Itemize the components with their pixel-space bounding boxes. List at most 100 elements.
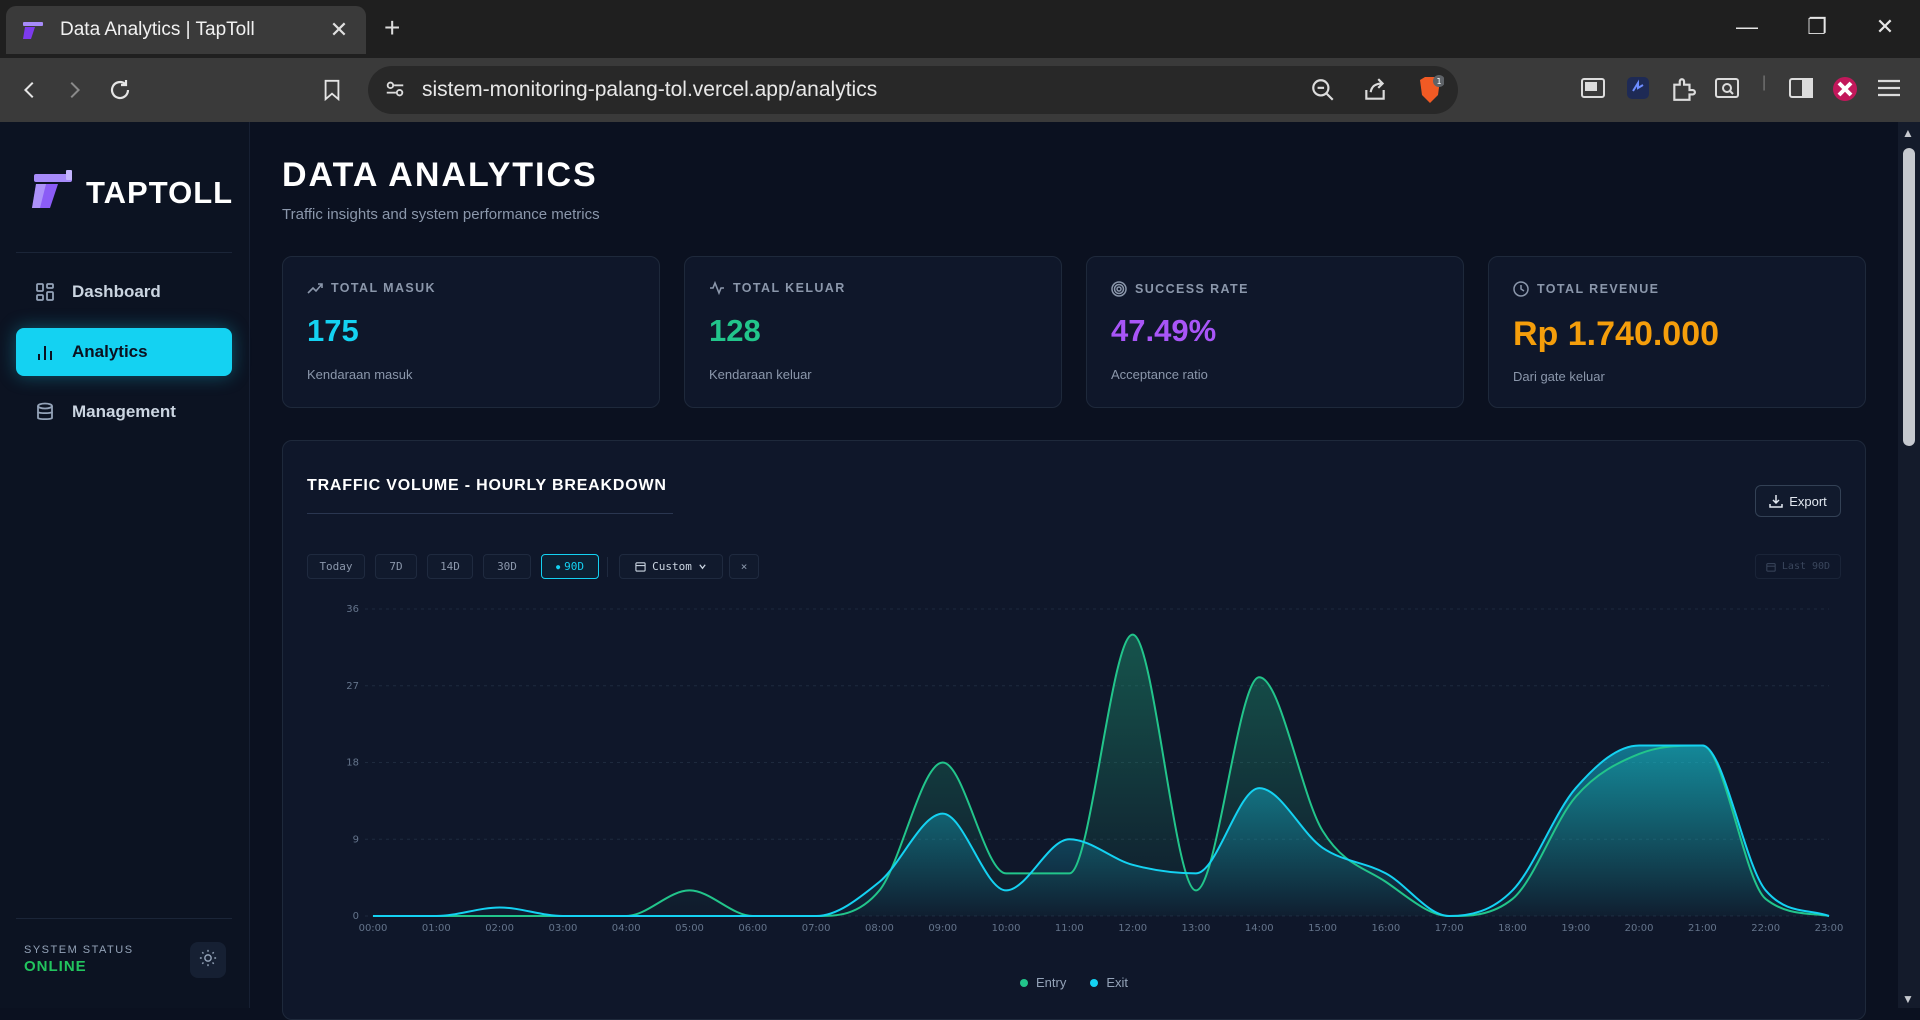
page-scrollbar[interactable]: ▲ ▼ bbox=[1898, 122, 1920, 1008]
x-tick-label: 15:00 bbox=[1308, 923, 1337, 934]
puzzle-icon[interactable] bbox=[1670, 76, 1696, 107]
x-tick-label: 02:00 bbox=[485, 923, 514, 934]
range-14d-button[interactable]: 14D bbox=[427, 554, 473, 579]
x-tick-label: 21:00 bbox=[1688, 923, 1717, 934]
grid-icon bbox=[34, 281, 56, 303]
x-tick-label: 07:00 bbox=[802, 923, 831, 934]
series-area-entry bbox=[373, 634, 1829, 916]
database-icon bbox=[34, 401, 56, 423]
stat-label: TOTAL KELUAR bbox=[709, 281, 846, 295]
theme-toggle-button[interactable] bbox=[190, 942, 226, 978]
bar-chart-icon bbox=[34, 341, 56, 363]
x-tick-label: 01:00 bbox=[422, 923, 451, 934]
stat-value: 128 bbox=[709, 313, 761, 348]
x-tick-label: 22:00 bbox=[1751, 923, 1780, 934]
x-tick-label: 08:00 bbox=[865, 923, 894, 934]
tab-close-icon[interactable]: ✕ bbox=[329, 17, 349, 42]
browser-tab-strip: Data Analytics | TapToll ✕ + — ❐ ✕ bbox=[0, 0, 1920, 58]
range-7d-button[interactable]: 7D bbox=[375, 554, 417, 579]
chart-legend: Entry Exit bbox=[283, 975, 1865, 990]
traffic-area-chart[interactable]: 0 9 18 27 36 00:00 01:00 02:00 03:00 04:00 05:00 06… bbox=[283, 591, 1867, 971]
back-icon[interactable] bbox=[12, 72, 48, 108]
app-root: TAPTOLL Dashboard Analytics Management S… bbox=[0, 122, 1898, 1020]
x-tick-label: 13:00 bbox=[1182, 923, 1211, 934]
legend-item-entry[interactable]: Entry bbox=[1019, 975, 1066, 990]
x-tick-label: 17:00 bbox=[1435, 923, 1464, 934]
reload-icon[interactable] bbox=[102, 72, 138, 108]
range-90d-button[interactable]: ● 90D bbox=[541, 554, 599, 579]
svg-text:1: 1 bbox=[1436, 77, 1441, 86]
sidebar: TAPTOLL Dashboard Analytics Management S… bbox=[0, 122, 250, 1008]
forward-icon[interactable] bbox=[56, 72, 92, 108]
url-text[interactable]: sistem-monitoring-palang-tol.vercel.app/… bbox=[422, 78, 878, 101]
x-tick-label: 05:00 bbox=[675, 923, 704, 934]
range-30d-button[interactable]: 30D bbox=[483, 554, 531, 579]
bookmark-icon[interactable] bbox=[314, 72, 350, 108]
sidebar-toggle-icon[interactable] bbox=[1788, 76, 1814, 105]
taptoll-favicon-icon bbox=[20, 17, 46, 43]
brave-shield-icon[interactable]: 1 bbox=[1416, 75, 1445, 110]
media-icon[interactable] bbox=[1580, 76, 1606, 105]
browser-tab[interactable]: Data Analytics | TapToll ✕ bbox=[6, 6, 366, 54]
clear-range-button[interactable]: × bbox=[729, 554, 759, 579]
window-close-icon[interactable]: ✕ bbox=[1875, 14, 1895, 39]
restore-icon[interactable]: ❐ bbox=[1807, 14, 1827, 39]
scroll-up-icon[interactable]: ▲ bbox=[1902, 126, 1914, 140]
logo-text: TAPTOLL bbox=[86, 174, 234, 210]
scroll-down-icon[interactable]: ▼ bbox=[1902, 992, 1914, 1006]
target-icon bbox=[1111, 281, 1127, 297]
x-tick-label: 00:00 bbox=[359, 923, 388, 934]
chevron-down-icon bbox=[699, 564, 706, 570]
sidebar-item-analytics[interactable]: Analytics bbox=[16, 328, 232, 376]
custom-range-dropdown[interactable]: Custom bbox=[619, 554, 723, 579]
new-tab-icon[interactable]: + bbox=[384, 12, 401, 43]
logo[interactable]: TAPTOLL bbox=[28, 168, 233, 217]
sidebar-item-dashboard[interactable]: Dashboard bbox=[16, 268, 232, 316]
stat-label: TOTAL MASUK bbox=[307, 281, 436, 295]
sidebar-item-label: Dashboard bbox=[72, 282, 161, 301]
activity-icon bbox=[710, 281, 724, 295]
last-range-badge: Last 90D bbox=[1755, 554, 1841, 579]
y-tick-label: 27 bbox=[346, 681, 359, 692]
series-line-exit[interactable] bbox=[372, 744, 1830, 918]
tab-title: Data Analytics | TapToll bbox=[60, 19, 255, 40]
extension-icon[interactable] bbox=[1626, 76, 1650, 105]
system-status-value: ONLINE bbox=[24, 958, 87, 975]
zoom-icon[interactable] bbox=[1310, 77, 1336, 108]
calendar-icon bbox=[1766, 562, 1776, 572]
legend-dot-icon bbox=[1090, 978, 1099, 987]
menu-icon[interactable] bbox=[1876, 76, 1902, 105]
y-tick-label: 36 bbox=[346, 604, 359, 615]
scroll-thumb[interactable] bbox=[1903, 148, 1915, 446]
stat-subtext: Dari gate keluar bbox=[1513, 369, 1605, 384]
sidebar-item-management[interactable]: Management bbox=[16, 388, 232, 436]
share-icon[interactable] bbox=[1362, 77, 1388, 108]
x-tick-label: 14:00 bbox=[1245, 923, 1274, 934]
stat-card-total-masuk: TOTAL MASUK 175 Kendaraan masuk bbox=[282, 256, 660, 408]
site-settings-icon[interactable] bbox=[384, 78, 406, 105]
y-tick-label: 18 bbox=[346, 758, 359, 769]
address-bar[interactable]: sistem-monitoring-palang-tol.vercel.app/… bbox=[368, 66, 1458, 114]
stat-label: TOTAL REVENUE bbox=[1513, 281, 1659, 297]
browser-toolbar: sistem-monitoring-palang-tol.vercel.app/… bbox=[0, 58, 1920, 122]
x-tick-label: 19:00 bbox=[1561, 923, 1590, 934]
sidebar-item-label: Analytics bbox=[72, 342, 148, 361]
stat-card-success-rate: SUCCESS RATE 47.49% Acceptance ratio bbox=[1086, 256, 1464, 408]
reader-icon[interactable] bbox=[1714, 76, 1740, 105]
x-tick-label: 04:00 bbox=[612, 923, 641, 934]
calendar-icon bbox=[635, 562, 646, 572]
series-line-entry[interactable] bbox=[372, 633, 1830, 918]
page-title: DATA ANALYTICS bbox=[282, 156, 598, 194]
taptoll-logo-icon bbox=[28, 168, 76, 217]
x-tick-label: 10:00 bbox=[992, 923, 1021, 934]
x-tick-label: 03:00 bbox=[548, 923, 577, 934]
export-button[interactable]: Export bbox=[1755, 485, 1841, 517]
range-today-button[interactable]: Today bbox=[307, 554, 365, 579]
active-dot-icon: ● bbox=[555, 562, 561, 571]
profile-avatar-icon[interactable] bbox=[1832, 76, 1858, 107]
stat-value: 175 bbox=[307, 313, 359, 348]
legend-item-exit[interactable]: Exit bbox=[1090, 975, 1128, 990]
minimize-icon[interactable]: — bbox=[1736, 14, 1758, 39]
y-tick-label: 0 bbox=[353, 911, 359, 922]
x-tick-label: 16:00 bbox=[1371, 923, 1400, 934]
